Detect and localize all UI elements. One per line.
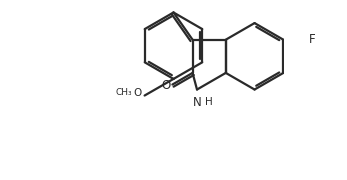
Text: H: H <box>205 97 212 107</box>
Text: O: O <box>161 79 170 92</box>
Text: CH₃: CH₃ <box>116 88 133 97</box>
Text: N: N <box>193 96 201 109</box>
Text: F: F <box>309 33 315 46</box>
Text: O: O <box>134 88 142 98</box>
